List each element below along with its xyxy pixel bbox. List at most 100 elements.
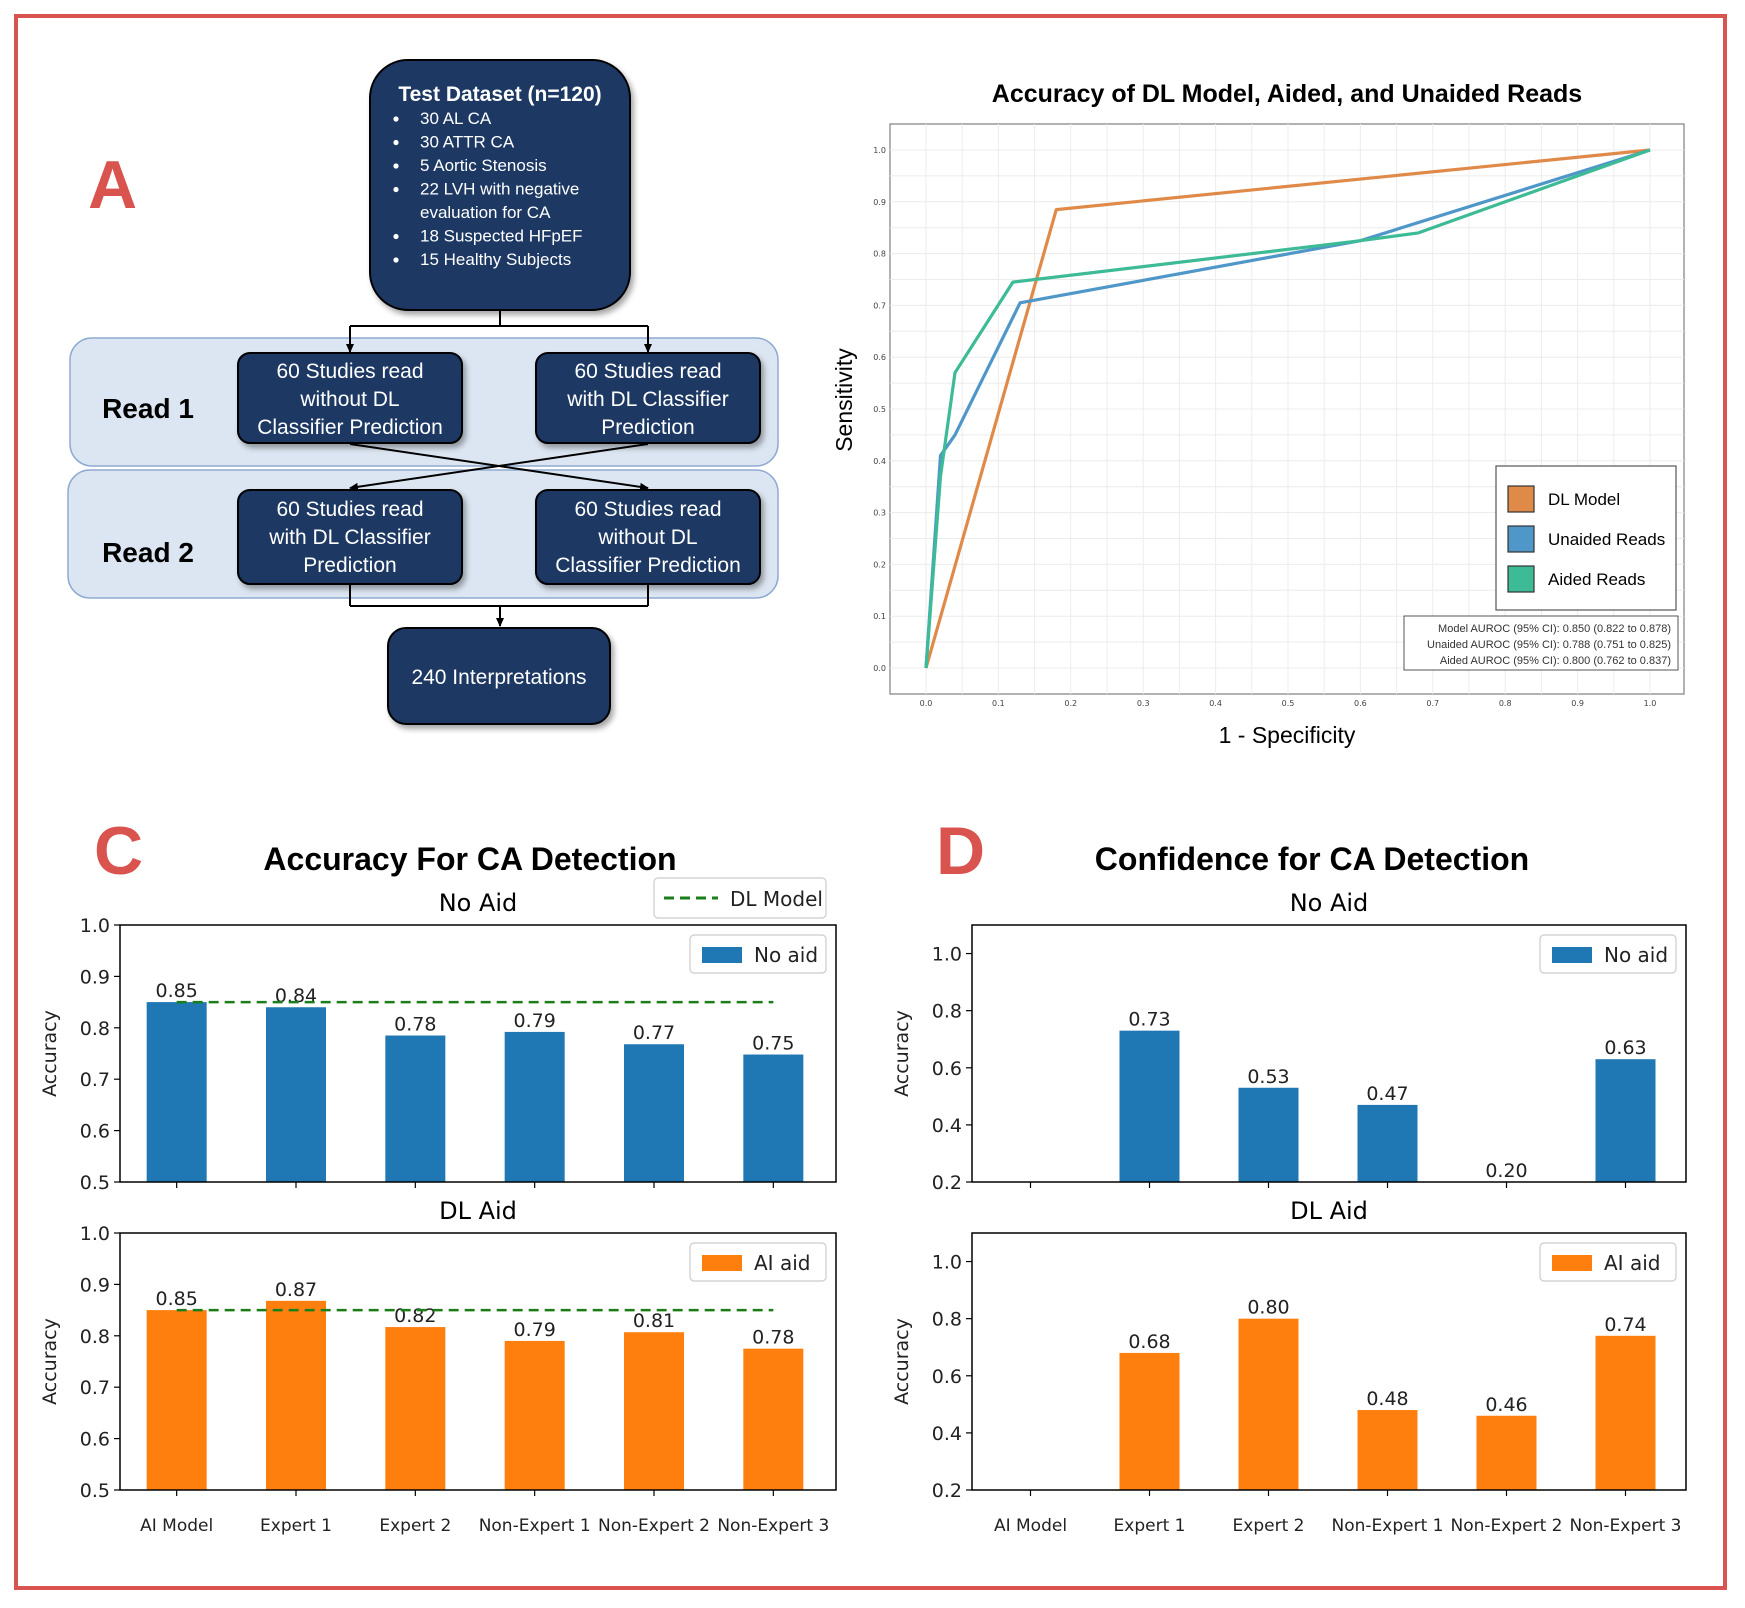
x-category-label: Non-Expert 2 [1451, 1516, 1563, 1536]
bar [266, 1007, 326, 1182]
bar-chart-title: Accuracy For CA Detection [263, 841, 676, 877]
roc-y-tick: 0.1 [873, 612, 886, 621]
dataset-box: Test Dataset (n=120) 30 AL CA 30 ATTR CA 5… [369, 59, 631, 311]
y-tick-label: 0.6 [932, 1366, 962, 1388]
bar [743, 1348, 804, 1490]
bar-value-label: 0.84 [275, 985, 317, 1007]
figure-frame [14, 14, 1727, 1590]
bar [266, 1300, 326, 1490]
bar [1595, 1335, 1656, 1490]
roc-y-label: Sensitivity [831, 348, 857, 452]
read1-label: Read 1 [102, 393, 194, 424]
bar [1238, 1087, 1299, 1182]
bar-value-label: 0.46 [1485, 1394, 1527, 1416]
bar [624, 1044, 684, 1182]
roc-line-2 [924, 148, 1651, 669]
subplot-title: No Aid [439, 889, 518, 917]
panel-letter-d: D [936, 813, 985, 889]
dataset-item: 30 ATTR CA [420, 133, 515, 152]
roc-x-tick: 0.2 [1064, 699, 1077, 708]
series-legend-label: AI aid [754, 1251, 810, 1275]
bar-value-label: 0.63 [1604, 1037, 1646, 1059]
bar [146, 1002, 207, 1182]
bar [1476, 1415, 1537, 1490]
read-box-line: with DL Classifier [566, 388, 728, 411]
x-category-label: Expert 1 [260, 1516, 332, 1536]
bar [1357, 1104, 1418, 1182]
subplot-axes [119, 924, 837, 1183]
roc-legend-swatch [1507, 525, 1535, 553]
roc-legend-label: Unaided Reads [1548, 530, 1665, 549]
bar-value-label: 0.79 [514, 1010, 556, 1032]
roc-x-tick: 0.3 [1137, 699, 1150, 708]
bar-value-label: 0.87 [275, 1279, 317, 1301]
y-tick-label: 0.4 [932, 1115, 962, 1137]
x-category-label: AI Model [140, 1516, 213, 1536]
bar-value-label: 0.20 [1485, 1160, 1527, 1182]
result-box: 240 Interpretations [387, 627, 611, 725]
roc-x-label: 1 - Specificity [1219, 722, 1356, 748]
dataset-bullet [393, 139, 399, 146]
read2-right-box: 60 Studies read without DL Classifier Pred… [535, 489, 761, 585]
roc-y-tick: 0.8 [873, 250, 886, 259]
flow-connectors [346, 310, 652, 627]
roc-y-tick: 0.5 [873, 405, 886, 414]
roc-x-tick: 0.9 [1571, 699, 1584, 708]
bar [1119, 1030, 1180, 1182]
x-category-label: Non-Expert 2 [598, 1516, 710, 1536]
roc-x-tick: 0.5 [1282, 699, 1295, 708]
series-legend-swatch [1552, 1255, 1592, 1271]
dataset-bullet [393, 163, 399, 169]
y-tick-label: 0.2 [932, 1172, 962, 1194]
bar [1119, 1352, 1180, 1490]
result-text: 240 Interpretations [411, 666, 586, 689]
y-axis-label: Accuracy [891, 1318, 913, 1405]
panel-b-roc: B Accuracy of DL Model, Aided, and Unaid… [831, 80, 1685, 748]
read-box-line: 60 Studies read [574, 498, 721, 521]
y-tick-label: 0.8 [80, 1018, 110, 1040]
bar [504, 1340, 565, 1490]
series-legend-label: No aid [754, 943, 818, 967]
y-axis-label: Accuracy [39, 1318, 61, 1405]
bar [385, 1035, 446, 1182]
bar-value-label: 0.78 [394, 1014, 436, 1036]
bar [1357, 1410, 1418, 1490]
y-tick-label: 0.8 [932, 1309, 962, 1331]
series-legend-label: No aid [1604, 943, 1668, 967]
roc-auroc-text: Unaided AUROC (95% CI): 0.788 (0.751 to … [1427, 639, 1671, 651]
read2-left-box: 60 Studies read with DL Classifier Predict… [237, 489, 463, 585]
read2-label: Read 2 [102, 537, 194, 568]
read-box-line: Prediction [601, 416, 694, 439]
subplot-title: DL Aid [1290, 1197, 1368, 1225]
dataset-item: 15 Healthy Subjects [420, 250, 571, 269]
subplot-axes [971, 924, 1687, 1183]
read-box-line: 60 Studies read [276, 498, 423, 521]
panel-d-confidence: D Confidence for CA Detection No Aid 0.73 0… [891, 813, 1687, 1536]
dataset-items: 30 AL CA 30 ATTR CA 5 Aortic Stenosis 22 LV… [393, 109, 583, 269]
subplot-axes [971, 1232, 1687, 1491]
bar-value-label: 0.75 [752, 1033, 794, 1055]
subplot-axes [119, 1232, 837, 1491]
bar [743, 1054, 804, 1182]
roc-x-tick: 1.0 [1644, 699, 1657, 708]
reference-legend-label: DL Model [730, 887, 823, 911]
y-axis-label: Accuracy [39, 1010, 61, 1097]
y-tick-label: 0.8 [932, 1001, 962, 1023]
roc-y-tick: 0.0 [873, 664, 886, 673]
bar-value-label: 0.74 [1604, 1314, 1646, 1336]
roc-x-tick: 0.1 [992, 699, 1005, 708]
bar-value-label: 0.85 [156, 1288, 198, 1310]
bar-chart-title: Confidence for CA Detection [1095, 841, 1529, 877]
x-category-label: Non-Expert 3 [717, 1516, 829, 1536]
series-legend-swatch [702, 1255, 742, 1271]
y-tick-label: 0.6 [80, 1121, 110, 1143]
roc-y-tick: 0.3 [873, 509, 886, 518]
x-category-label: Expert 2 [379, 1516, 451, 1536]
y-tick-label: 0.6 [80, 1429, 110, 1451]
read-box-line: without DL [597, 526, 697, 549]
bar-value-label: 0.47 [1366, 1083, 1408, 1105]
y-axis-label: Accuracy [891, 1010, 913, 1097]
roc-x-tick: 0.7 [1426, 699, 1439, 708]
y-tick-label: 0.2 [932, 1480, 962, 1502]
roc-y-tick: 1.0 [873, 146, 886, 155]
